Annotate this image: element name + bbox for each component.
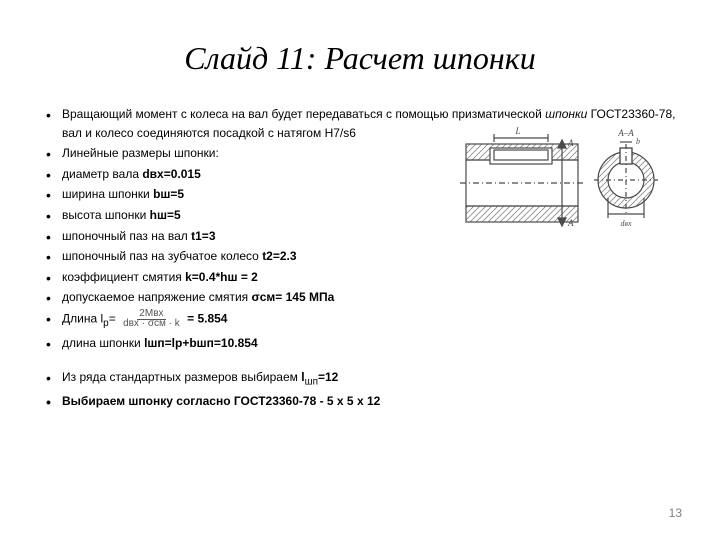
formula-fraction: 2Mвх dвх · σсм · k [121,309,182,330]
key-diagram: L A A A–A b dвх [458,120,658,240]
page-number: 13 [669,506,682,520]
slide-title: Слайд 11: Расчет шпонки [40,40,680,77]
list-item: Из ряда стандартных размеров выбираем lш… [40,368,680,390]
svg-text:A–A: A–A [617,128,634,138]
svg-text:L: L [514,126,520,136]
list-item: Длина lр= 2Mвх dвх · σсм · k = 5.854 [40,309,680,332]
svg-text:A: A [567,138,574,148]
list-item: коэффициент смятия k=0.4*hш = 2 [40,268,680,287]
list-item: Выбираем шпонку согласно ГОСТ23360-78 - … [40,392,680,411]
list-item: длина шпонки lшп=lр+bшп=10.854 [40,334,680,353]
list-item: шпоночный паз на зубчатое колесо t2=2.3 [40,247,680,266]
svg-text:b: b [636,137,640,146]
svg-text:A: A [567,218,574,228]
list-item: допускаемое напряжение смятия σсм= 145 М… [40,288,680,307]
svg-text:dвх: dвх [620,219,631,228]
